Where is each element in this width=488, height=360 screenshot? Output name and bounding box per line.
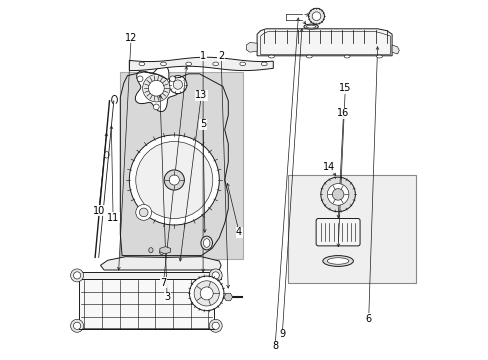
Circle shape <box>142 75 170 102</box>
Ellipse shape <box>159 249 163 255</box>
FancyBboxPatch shape <box>287 175 415 283</box>
FancyBboxPatch shape <box>316 219 359 246</box>
Polygon shape <box>391 45 399 54</box>
Polygon shape <box>101 257 221 270</box>
Circle shape <box>164 170 184 190</box>
Circle shape <box>189 276 224 311</box>
Circle shape <box>209 319 222 332</box>
Circle shape <box>212 272 219 279</box>
Ellipse shape <box>239 62 245 66</box>
Circle shape <box>311 12 320 21</box>
Polygon shape <box>160 247 170 254</box>
Text: 12: 12 <box>124 33 137 43</box>
Polygon shape <box>224 293 232 301</box>
Ellipse shape <box>268 55 274 58</box>
Text: 5: 5 <box>200 119 206 129</box>
Ellipse shape <box>261 62 266 66</box>
Circle shape <box>169 76 175 82</box>
Circle shape <box>169 175 179 185</box>
Polygon shape <box>257 29 391 56</box>
Circle shape <box>136 141 212 219</box>
Circle shape <box>73 272 81 279</box>
Ellipse shape <box>344 55 349 58</box>
Polygon shape <box>129 57 273 71</box>
Ellipse shape <box>139 62 144 66</box>
Circle shape <box>200 287 213 300</box>
Polygon shape <box>246 42 257 52</box>
Circle shape <box>139 208 148 217</box>
Circle shape <box>153 104 159 110</box>
Text: 14: 14 <box>322 162 335 172</box>
Ellipse shape <box>201 236 212 250</box>
Circle shape <box>332 189 343 200</box>
Ellipse shape <box>306 25 315 28</box>
Polygon shape <box>72 272 221 279</box>
Circle shape <box>209 269 222 282</box>
Text: 1: 1 <box>200 51 206 61</box>
Circle shape <box>326 184 348 205</box>
Ellipse shape <box>160 62 166 66</box>
Text: 15: 15 <box>338 83 351 93</box>
Text: 16: 16 <box>337 108 349 118</box>
Text: 3: 3 <box>163 292 170 302</box>
Text: 10: 10 <box>92 206 104 216</box>
Ellipse shape <box>326 258 348 264</box>
Polygon shape <box>79 279 213 329</box>
Circle shape <box>73 322 81 329</box>
Circle shape <box>194 281 219 306</box>
Ellipse shape <box>203 239 209 247</box>
Circle shape <box>308 8 324 24</box>
Ellipse shape <box>185 62 191 66</box>
Ellipse shape <box>212 62 218 66</box>
Ellipse shape <box>303 24 318 29</box>
Text: 7: 7 <box>160 278 166 288</box>
Circle shape <box>70 269 83 282</box>
Ellipse shape <box>322 256 353 266</box>
Text: 6: 6 <box>365 314 371 324</box>
Text: 8: 8 <box>271 341 278 351</box>
Ellipse shape <box>148 248 153 253</box>
Circle shape <box>320 177 355 212</box>
Text: 9: 9 <box>279 329 285 339</box>
Text: 4: 4 <box>236 227 242 237</box>
Ellipse shape <box>306 55 311 58</box>
Circle shape <box>136 204 151 220</box>
Text: 2: 2 <box>218 51 224 61</box>
Text: 13: 13 <box>195 90 207 100</box>
Circle shape <box>137 76 142 82</box>
Text: 11: 11 <box>107 213 119 223</box>
FancyBboxPatch shape <box>120 72 242 259</box>
Ellipse shape <box>376 55 382 58</box>
Polygon shape <box>135 66 180 112</box>
Circle shape <box>70 319 83 332</box>
Circle shape <box>148 80 164 96</box>
Circle shape <box>129 135 219 225</box>
Circle shape <box>168 76 186 94</box>
Circle shape <box>212 322 219 329</box>
Circle shape <box>173 80 182 89</box>
